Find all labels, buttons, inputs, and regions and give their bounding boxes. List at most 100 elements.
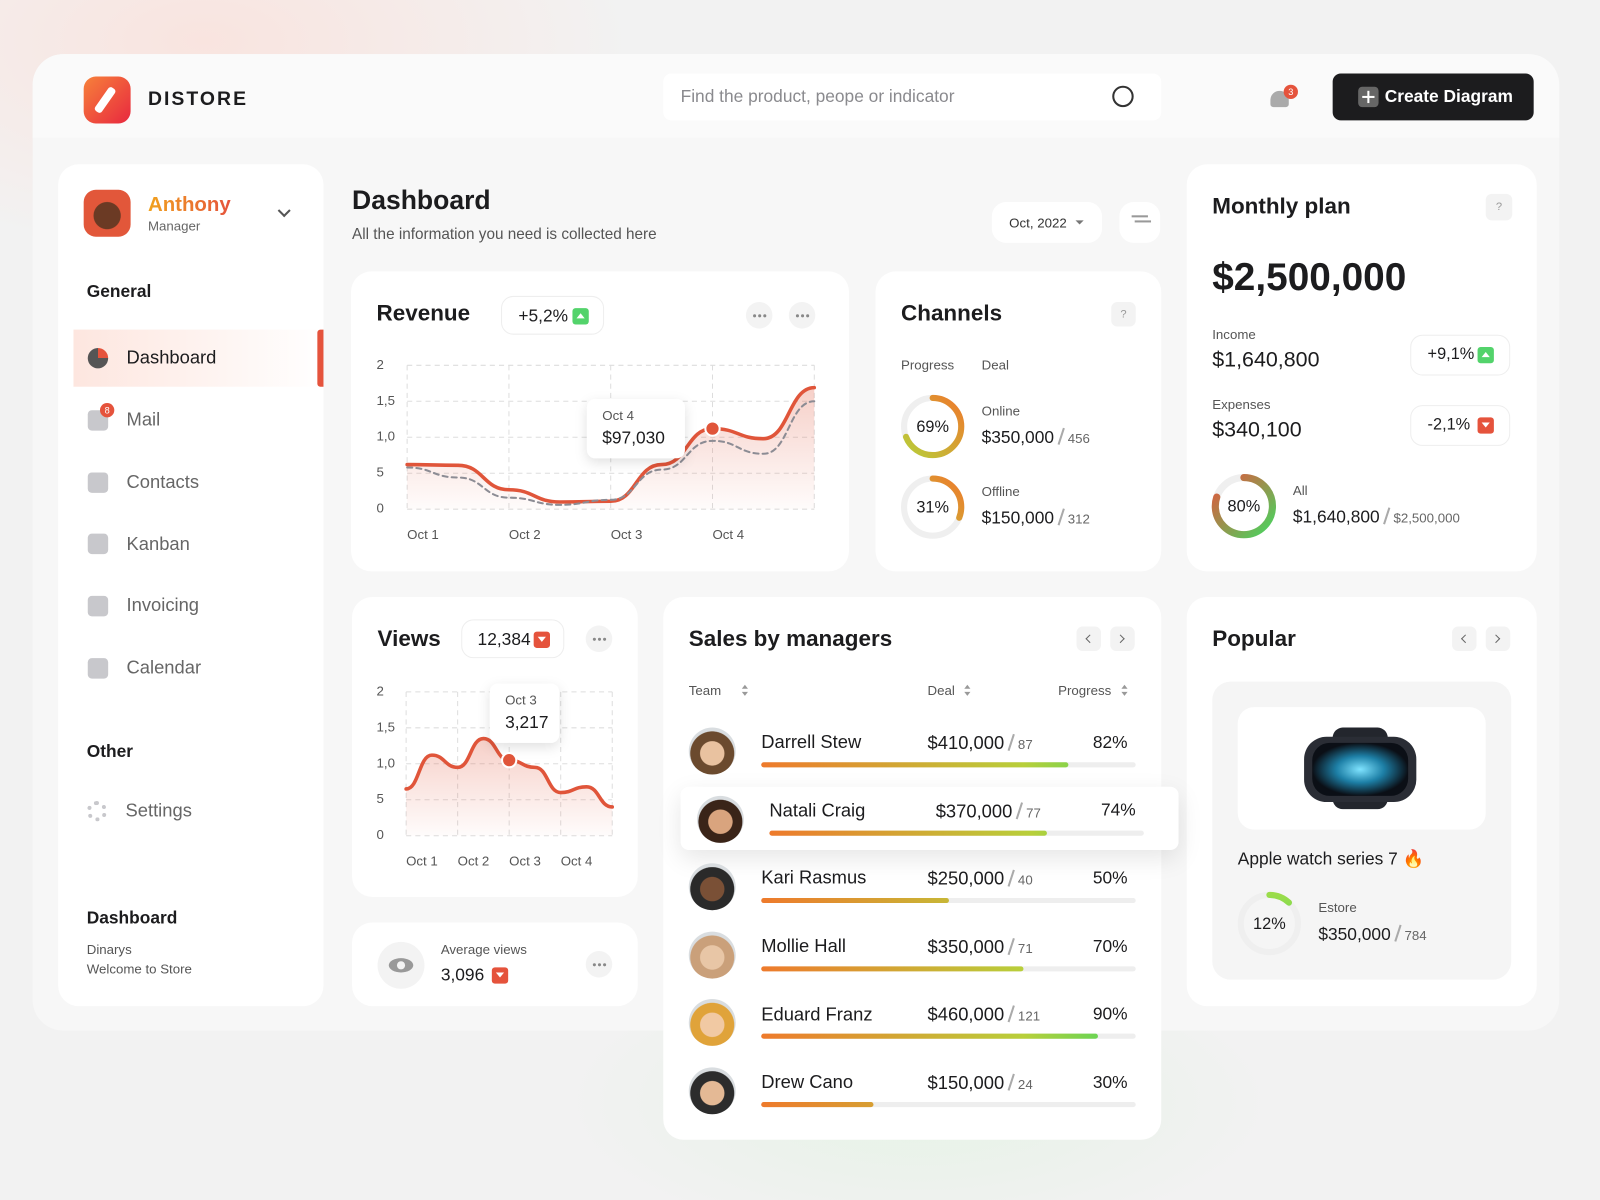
card-title: Views — [377, 625, 441, 652]
separator — [1057, 427, 1065, 445]
create-button[interactable]: Create Diagram — [1332, 73, 1534, 121]
value-group: $1,640,800 $2,500,000 — [1293, 505, 1460, 529]
progress-bar — [769, 830, 1047, 836]
card-title: Sales by managers — [688, 625, 893, 652]
avatar — [688, 863, 736, 911]
nav-label[interactable]: Mail — [126, 409, 161, 430]
nav-icon — [87, 534, 109, 555]
filter-icon — [1131, 215, 1148, 218]
active-highlight — [73, 329, 324, 387]
period-select[interactable]: Oct, 2022 — [991, 202, 1103, 243]
column-header[interactable]: Deal — [927, 682, 955, 699]
help-button[interactable]: ? — [1485, 193, 1513, 221]
help-button[interactable]: ? — [1111, 302, 1136, 327]
dot — [806, 314, 810, 318]
footer-title: Dashboard — [86, 908, 178, 928]
manager-name: Darrell Stew — [761, 731, 862, 753]
avatar — [688, 931, 736, 979]
progress-bar — [761, 898, 949, 904]
manager-deal: $250,000 — [927, 868, 1005, 889]
average-views-label: Average views — [440, 941, 527, 958]
manager-progress: 70% — [1092, 936, 1128, 956]
nav-label[interactable]: Dashboard — [126, 347, 217, 368]
trend-arrow — [537, 636, 546, 642]
dot — [795, 314, 799, 318]
sort-icon — [741, 691, 748, 696]
trend-icon — [572, 308, 589, 325]
dot — [758, 314, 762, 318]
sort-icon — [964, 691, 971, 696]
separator — [1007, 937, 1015, 955]
avatar — [688, 1067, 736, 1115]
progress-track — [769, 830, 1144, 836]
nav-icon — [87, 472, 109, 493]
manager-progress: 82% — [1092, 732, 1128, 752]
section-heading: General — [86, 281, 152, 302]
progress-track — [761, 966, 1136, 972]
pager-button[interactable] — [1110, 626, 1135, 652]
trend-arrow — [576, 313, 585, 319]
period-label: Oct, 2022 — [1009, 215, 1067, 231]
footer-line: Welcome to Store — [86, 961, 192, 977]
card-title: Monthly plan — [1212, 192, 1351, 219]
column-header: Deal — [981, 357, 1009, 373]
create-button-label: Create Diagram — [1384, 86, 1513, 107]
plan-value: $340,100 — [1212, 418, 1302, 443]
progress-track — [761, 898, 1136, 904]
manager-progress: 74% — [1100, 800, 1136, 820]
column-header[interactable]: Team — [688, 682, 722, 699]
section-heading: Other — [86, 741, 134, 762]
filter-button[interactable] — [1119, 202, 1161, 243]
active-bar — [317, 329, 324, 387]
pager-button[interactable] — [1485, 626, 1511, 652]
progress-bar — [761, 1034, 1099, 1040]
progress-bar — [761, 1102, 874, 1108]
nav-label[interactable]: Calendar — [126, 657, 202, 678]
change-value: +5,2% — [518, 306, 569, 326]
value-group: $350,000 71 — [928, 936, 1033, 960]
pager-button[interactable] — [1452, 626, 1477, 652]
nav-badge: 8 — [99, 402, 115, 418]
value-group: $460,000 121 — [928, 1003, 1041, 1027]
logo — [83, 76, 131, 124]
dot — [753, 314, 757, 318]
plus-h — [1362, 95, 1375, 98]
pager-button[interactable] — [1076, 626, 1102, 652]
hovered-row[interactable] — [680, 786, 1179, 850]
value-group: $150,000 24 — [928, 1071, 1033, 1095]
chevron — [1085, 634, 1095, 644]
trend-icon — [1477, 346, 1494, 364]
more-button[interactable] — [585, 625, 613, 653]
footer-line: Dinarys — [86, 941, 132, 958]
dot — [592, 963, 596, 967]
manager-deal: $460,000 — [927, 1004, 1005, 1025]
brand: DISTORE — [147, 88, 249, 111]
dot — [603, 963, 607, 967]
separator — [1057, 508, 1065, 526]
search-box[interactable]: Find the product, peope or indicator — [663, 73, 1162, 121]
value-group: $350,000 456 — [982, 426, 1090, 450]
column-header[interactable]: Progress — [1058, 682, 1112, 699]
nav-label[interactable]: Contacts — [126, 471, 200, 492]
value-group: $250,000 40 — [928, 868, 1033, 892]
views-total: 12,384 — [477, 629, 531, 649]
nav-label[interactable]: Kanban — [126, 533, 190, 554]
more-button[interactable] — [585, 951, 613, 978]
card-title: Revenue — [376, 299, 471, 326]
nav-label[interactable]: Settings — [125, 800, 192, 821]
nav-label[interactable]: Invoicing — [126, 595, 200, 616]
progress-bar — [761, 762, 1069, 768]
more-button[interactable] — [788, 302, 816, 329]
more-button[interactable] — [745, 302, 773, 329]
search-icon[interactable] — [1112, 85, 1134, 108]
trend-icon — [533, 631, 550, 648]
dot — [603, 637, 607, 641]
eye-pupil — [396, 961, 406, 970]
store-label: Estore — [1318, 899, 1357, 916]
manager-name: Drew Cano — [761, 1071, 854, 1093]
manager-deal: $350,000 — [927, 936, 1005, 957]
nav-icon — [86, 801, 108, 822]
separator — [1007, 733, 1015, 751]
manager-deal: $370,000 — [935, 800, 1013, 822]
